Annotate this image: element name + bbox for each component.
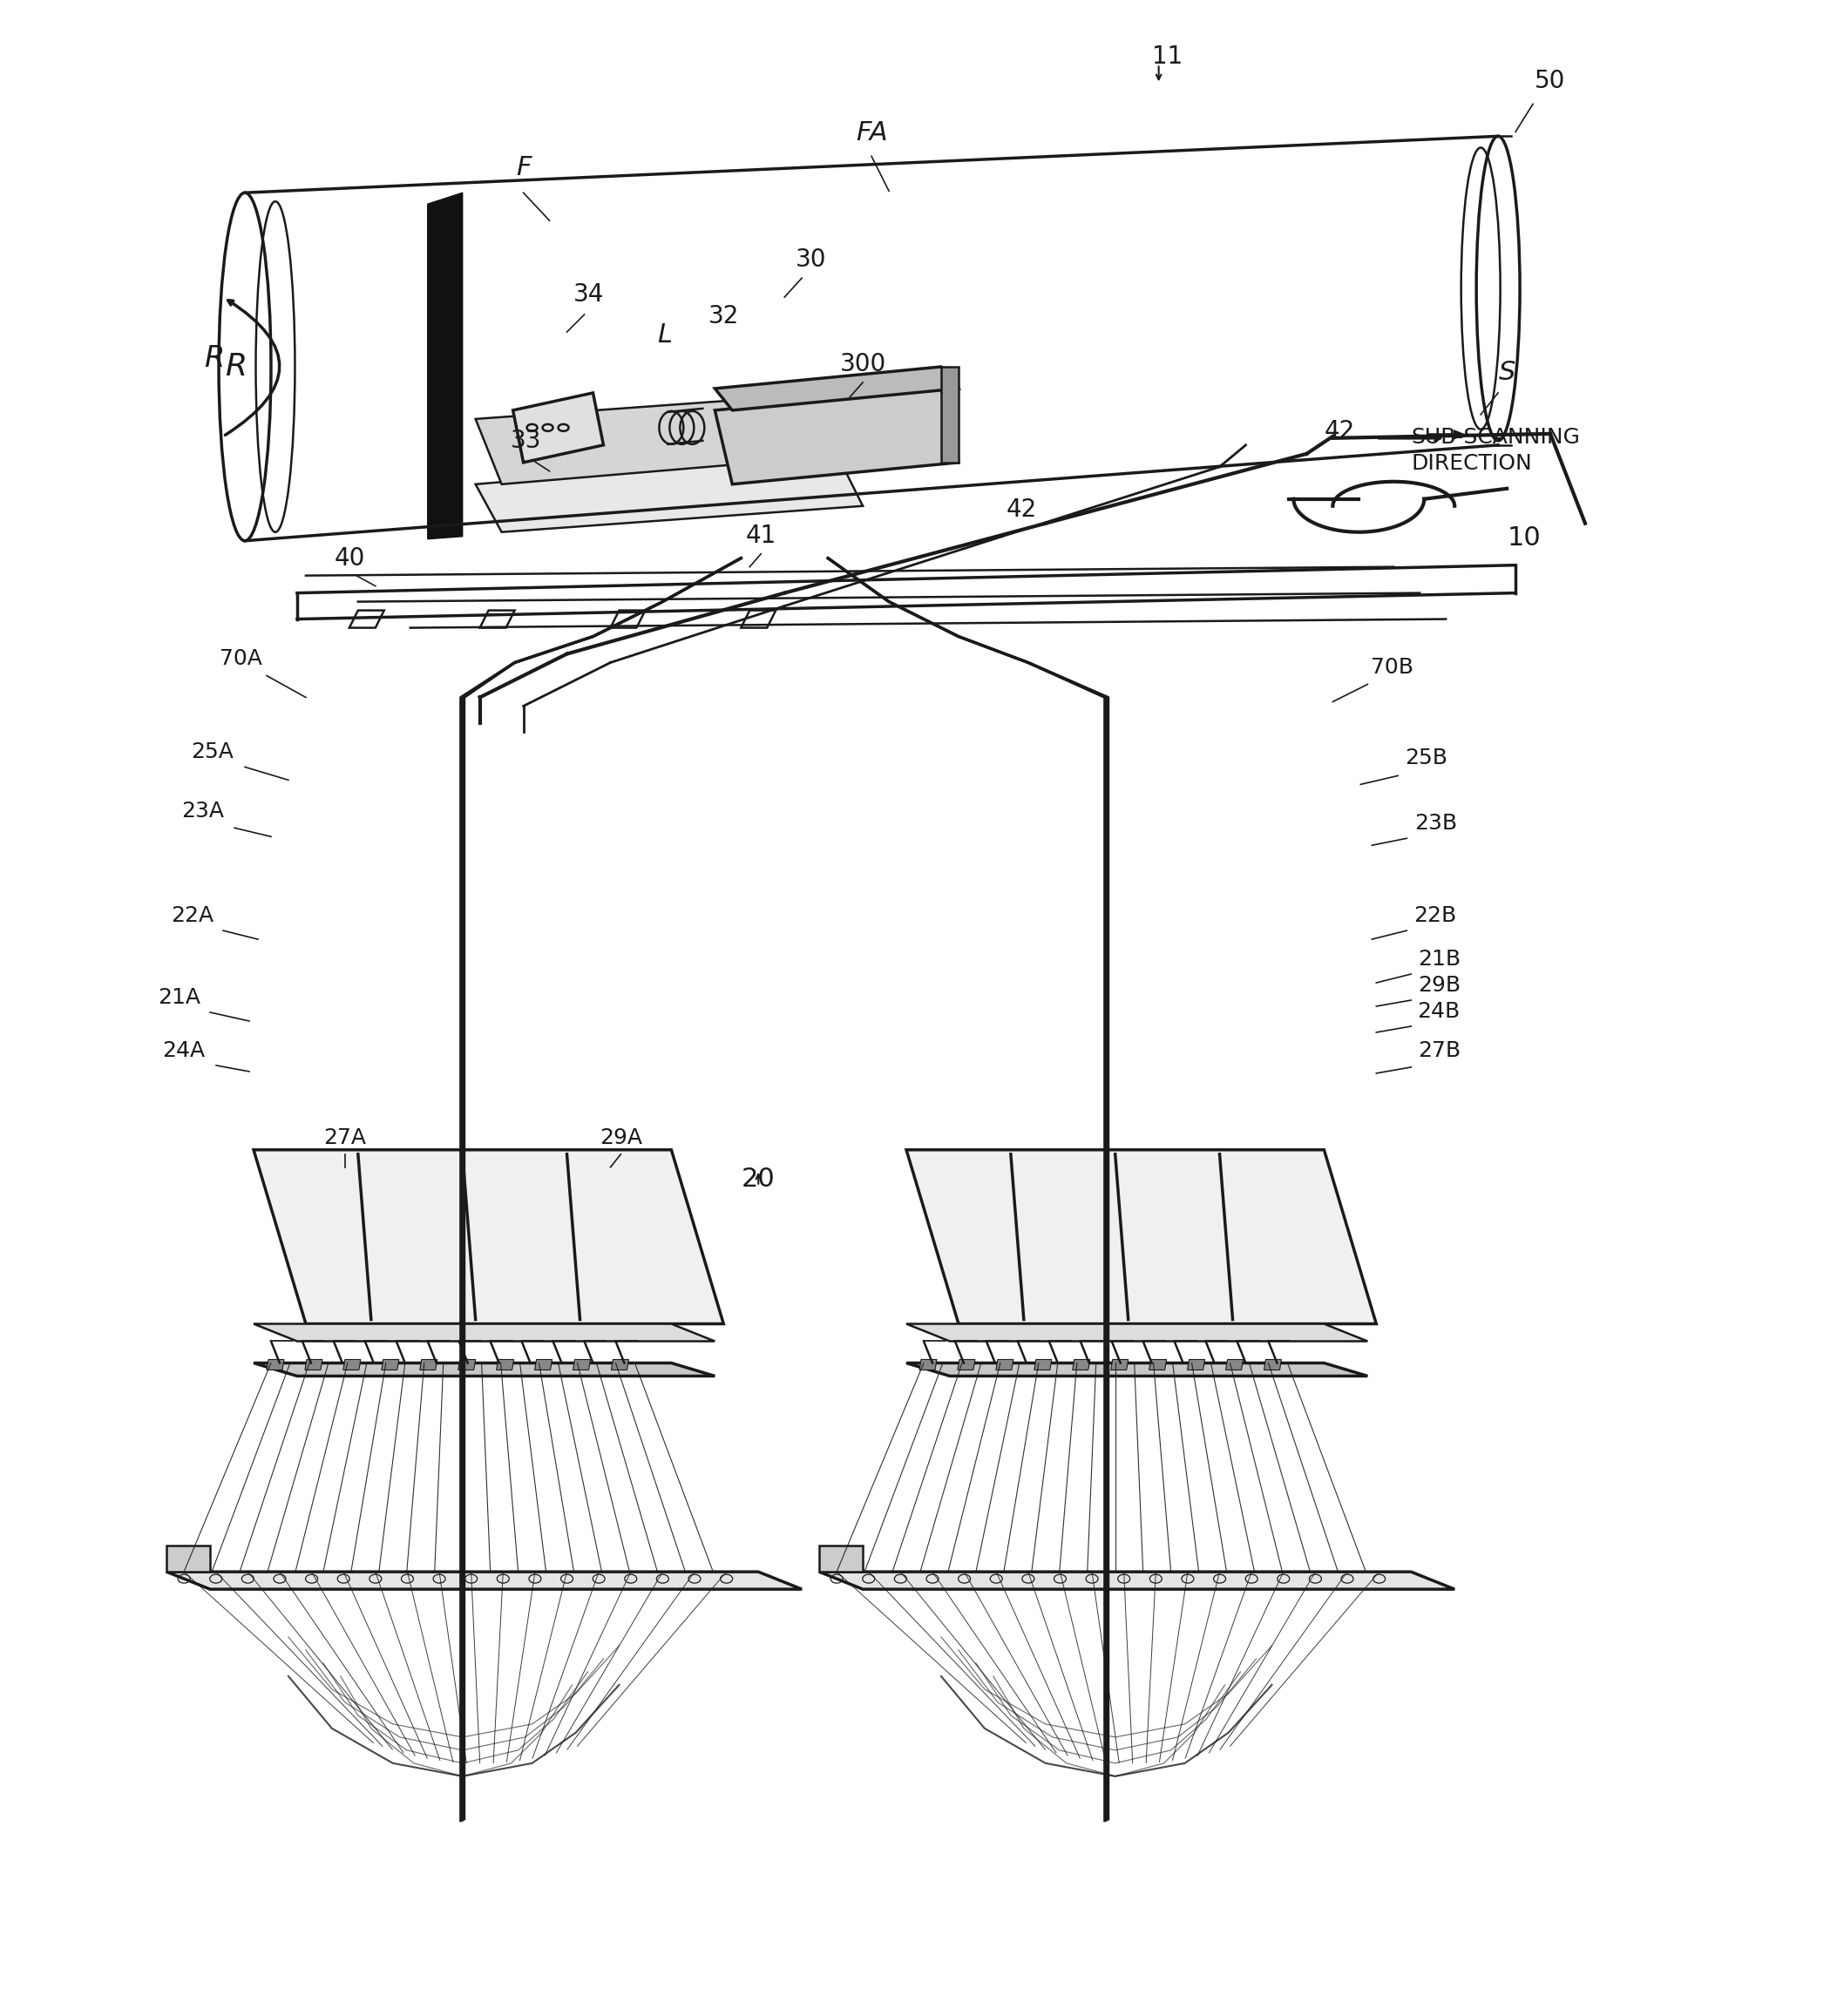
Text: 40: 40	[334, 546, 366, 571]
Polygon shape	[1034, 1359, 1051, 1371]
Text: 25B: 25B	[1405, 748, 1448, 768]
Polygon shape	[715, 367, 959, 411]
Polygon shape	[819, 1572, 1455, 1589]
Polygon shape	[1150, 1359, 1166, 1371]
Polygon shape	[1187, 1359, 1205, 1371]
Text: 22A: 22A	[171, 905, 215, 925]
FancyArrow shape	[1429, 431, 1464, 437]
Text: 34: 34	[573, 282, 604, 306]
Polygon shape	[254, 1363, 715, 1377]
Text: 42: 42	[1007, 498, 1036, 522]
Polygon shape	[906, 1149, 1376, 1325]
Text: 21B: 21B	[1418, 950, 1460, 970]
Polygon shape	[957, 1359, 975, 1371]
Polygon shape	[1225, 1359, 1244, 1371]
Polygon shape	[715, 389, 959, 484]
Text: F: F	[516, 155, 531, 181]
Polygon shape	[428, 194, 463, 538]
Polygon shape	[918, 1359, 937, 1371]
Polygon shape	[266, 1359, 285, 1371]
Polygon shape	[1264, 1359, 1282, 1371]
Polygon shape	[167, 1546, 209, 1572]
Polygon shape	[906, 1325, 1367, 1341]
Text: 41: 41	[746, 524, 777, 548]
Polygon shape	[167, 1572, 803, 1589]
Text: L: L	[658, 323, 672, 347]
Text: 30: 30	[795, 248, 827, 272]
Polygon shape	[476, 393, 863, 484]
Text: DIRECTION: DIRECTION	[1411, 454, 1532, 474]
Polygon shape	[254, 1149, 724, 1325]
Text: R: R	[226, 353, 248, 381]
Polygon shape	[254, 1325, 715, 1341]
Polygon shape	[573, 1359, 590, 1371]
Text: 27B: 27B	[1418, 1040, 1460, 1060]
Text: 27A: 27A	[323, 1127, 366, 1147]
Text: 24B: 24B	[1418, 1002, 1460, 1022]
Polygon shape	[819, 1546, 863, 1572]
Text: SUB-SCANNING: SUB-SCANNING	[1411, 427, 1580, 448]
Text: 22B: 22B	[1414, 905, 1457, 925]
Polygon shape	[421, 1359, 437, 1371]
Text: 23B: 23B	[1414, 812, 1457, 835]
Text: 32: 32	[707, 304, 738, 329]
Text: 10: 10	[1508, 524, 1541, 550]
Text: 24A: 24A	[162, 1040, 206, 1060]
Text: 25A: 25A	[191, 742, 233, 762]
Polygon shape	[996, 1359, 1014, 1371]
Text: 300: 300	[840, 353, 885, 377]
Text: 20: 20	[742, 1167, 775, 1191]
Text: R: R	[204, 345, 224, 373]
Polygon shape	[344, 1359, 360, 1371]
Polygon shape	[1111, 1359, 1128, 1371]
Text: 11: 11	[1152, 44, 1183, 69]
Polygon shape	[496, 1359, 514, 1371]
Polygon shape	[1073, 1359, 1089, 1371]
Text: S: S	[1499, 359, 1516, 385]
Text: 50: 50	[1536, 69, 1565, 93]
Text: 70A: 70A	[219, 647, 263, 669]
Text: 33: 33	[511, 429, 542, 454]
Polygon shape	[535, 1359, 553, 1371]
Polygon shape	[382, 1359, 399, 1371]
Polygon shape	[476, 454, 863, 532]
Text: 29A: 29A	[599, 1127, 643, 1147]
Text: 21A: 21A	[158, 988, 200, 1008]
Polygon shape	[457, 1359, 476, 1371]
Polygon shape	[612, 1359, 628, 1371]
Polygon shape	[513, 393, 603, 462]
Text: 29B: 29B	[1418, 976, 1460, 996]
Text: FA: FA	[856, 121, 887, 145]
Text: 42: 42	[1324, 419, 1356, 444]
Polygon shape	[906, 1363, 1367, 1377]
Polygon shape	[305, 1359, 321, 1371]
Polygon shape	[941, 367, 959, 462]
Text: 23A: 23A	[182, 800, 224, 823]
Text: 70B: 70B	[1370, 657, 1413, 677]
